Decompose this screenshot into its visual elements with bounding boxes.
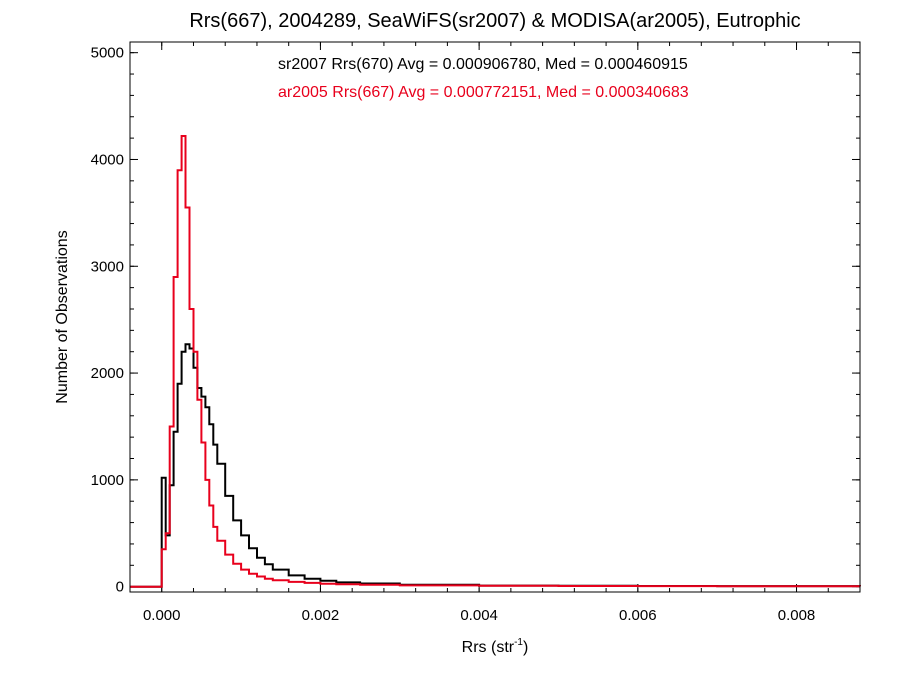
y-tick-label: 4000 — [91, 151, 124, 168]
y-tick-label: 1000 — [91, 472, 124, 489]
x-tick-label: 0.000 — [143, 607, 181, 624]
x-axis-label-superscript: -1 — [514, 637, 523, 648]
x-tick-label: 0.004 — [460, 607, 498, 624]
y-tick-label: 2000 — [91, 365, 124, 382]
y-tick-label: 0 — [116, 579, 124, 596]
series-line-1 — [130, 135, 861, 588]
annotation-sr2007: sr2007 Rrs(670) Avg = 0.000906780, Med =… — [278, 56, 688, 73]
plot-frame — [129, 41, 861, 593]
y-tick-label: 3000 — [91, 258, 124, 275]
x-tick-label: 0.002 — [302, 607, 340, 624]
annotation-ar2005: ar2005 Rrs(667) Avg = 0.000772151, Med =… — [278, 84, 689, 101]
x-tick-label: 0.008 — [778, 607, 816, 624]
x-axis-label-close: ) — [523, 639, 528, 656]
y-tick-label: 5000 — [91, 45, 124, 62]
chart-title: Rrs(667), 2004289, SeaWiFS(sr2007) & MOD… — [189, 10, 800, 32]
x-tick-label: 0.006 — [619, 607, 657, 624]
axis-ticks: 0.000 0.002 0.004 0.006 0.008 0 1000 2000 3000 40… — [91, 42, 861, 624]
y-axis-label: Number of Observations — [54, 230, 71, 403]
x-axis-label: Rrs (str-1) — [462, 637, 529, 656]
x-axis-label-main: Rrs (str — [462, 639, 515, 656]
series-layer — [130, 135, 861, 588]
series-line-0 — [130, 343, 861, 588]
